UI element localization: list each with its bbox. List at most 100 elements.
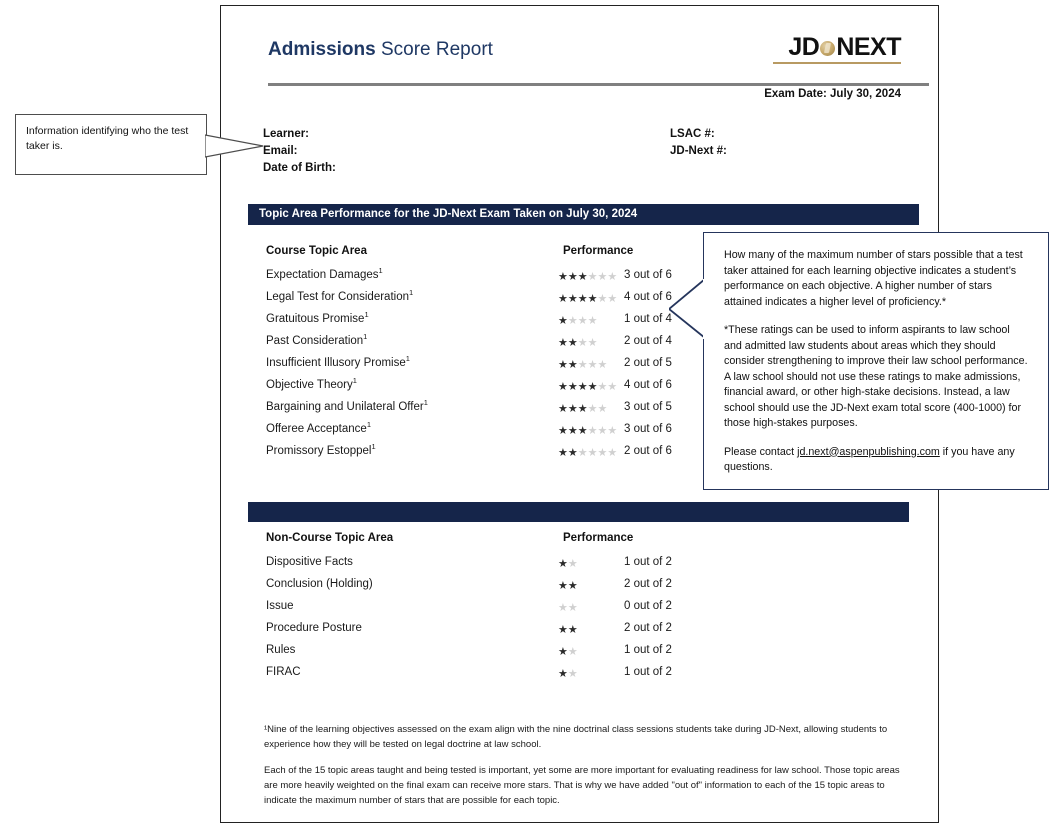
star-glyph: ★ xyxy=(567,580,578,592)
annotation-callout-right: How many of the maximum number of stars … xyxy=(703,232,1049,490)
col-header-performance: Performance xyxy=(563,532,634,544)
star-rating: ★★ xyxy=(558,645,578,659)
topic-name: Past Consideration1 xyxy=(266,332,368,347)
annotation-right-pointer-icon xyxy=(669,279,707,339)
star-glyph: ★ xyxy=(567,293,578,305)
star-glyph: ★ xyxy=(567,403,578,415)
exam-date: Exam Date: July 30, 2024 xyxy=(764,88,901,100)
star-rating: ★★ xyxy=(558,579,578,593)
score-out-of: 0 out of 2 xyxy=(624,600,672,612)
footnote-two: Each of the 15 topic areas taught and be… xyxy=(264,765,900,806)
annotation-left-text: Information identifying who the test tak… xyxy=(26,125,189,152)
star-glyph: ★ xyxy=(558,337,568,349)
score-out-of: 1 out of 2 xyxy=(624,556,672,568)
star-glyph: ★ xyxy=(558,359,568,371)
topic-name: Issue xyxy=(266,600,294,612)
footnote-marker: 1 xyxy=(423,398,428,408)
footnote-marker: 1 xyxy=(366,420,371,430)
contact-prefix: Please contact xyxy=(724,445,798,458)
star-glyph: ★ xyxy=(607,425,618,437)
star-glyph: ★ xyxy=(567,668,578,680)
annotation-left-pointer-icon xyxy=(205,134,264,158)
annotation-right-body: How many of the maximum number of stars … xyxy=(704,233,1048,476)
star-glyph: ★ xyxy=(558,315,568,327)
star-glyph: ★ xyxy=(558,447,568,459)
star-rating: ★★ xyxy=(558,667,578,681)
star-glyph: ★ xyxy=(597,271,608,283)
star-glyph: ★ xyxy=(558,646,568,658)
star-glyph: ★ xyxy=(558,425,568,437)
star-glyph: ★ xyxy=(567,602,578,614)
star-glyph: ★ xyxy=(597,359,608,371)
star-glyph: ★ xyxy=(607,271,618,283)
star-glyph: ★ xyxy=(607,293,618,305)
topic-name: Objective Theory1 xyxy=(266,376,357,391)
jdnext-number-label: JD-Next #: xyxy=(670,145,727,157)
score-out-of: 3 out of 6 xyxy=(624,269,672,281)
star-glyph: ★ xyxy=(577,315,588,327)
topic-name: Rules xyxy=(266,644,296,656)
topic-name: Expectation Damages1 xyxy=(266,266,383,281)
footnote-marker: 1 xyxy=(405,354,410,364)
star-glyph: ★ xyxy=(558,381,568,393)
score-out-of: 3 out of 6 xyxy=(624,423,672,435)
score-out-of: 2 out of 2 xyxy=(624,578,672,590)
star-glyph: ★ xyxy=(567,624,578,636)
star-glyph: ★ xyxy=(597,425,608,437)
star-glyph: ★ xyxy=(577,271,588,283)
star-glyph: ★ xyxy=(577,359,588,371)
topic-name: Gratuitous Promise1 xyxy=(266,310,369,325)
annotation-right-paragraph-1: How many of the maximum number of stars … xyxy=(724,249,1023,308)
jdnext-logo: JD NEXT xyxy=(773,35,901,64)
footnote-one: ¹Nine of the learning objectives assesse… xyxy=(264,724,888,750)
star-glyph: ★ xyxy=(558,293,568,305)
star-glyph: ★ xyxy=(597,381,608,393)
support-email-link[interactable]: jd.next@aspenpublishing.com xyxy=(797,445,940,458)
report-header: Admissions Score Report JD NEXT xyxy=(248,33,911,79)
acorn-seal-icon xyxy=(820,41,836,56)
star-glyph: ★ xyxy=(597,293,608,305)
topic-name: Procedure Posture xyxy=(266,622,362,634)
star-glyph: ★ xyxy=(577,425,588,437)
topic-name: Promissory Estoppel1 xyxy=(266,442,376,457)
star-glyph: ★ xyxy=(587,293,598,305)
star-glyph: ★ xyxy=(558,580,568,592)
topic-name: Dispositive Facts xyxy=(266,556,353,568)
star-glyph: ★ xyxy=(607,447,618,459)
star-glyph: ★ xyxy=(567,359,578,371)
logo-text-jd: JD xyxy=(788,33,820,61)
topic-name: FIRAC xyxy=(266,666,301,678)
score-out-of: 1 out of 2 xyxy=(624,644,672,656)
score-out-of: 4 out of 6 xyxy=(624,291,672,303)
score-out-of: 4 out of 6 xyxy=(624,379,672,391)
star-glyph: ★ xyxy=(607,381,618,393)
score-out-of: 1 out of 4 xyxy=(624,313,672,325)
star-glyph: ★ xyxy=(558,668,568,680)
topic-name: Offeree Acceptance1 xyxy=(266,420,371,435)
star-rating: ★★★★★★ xyxy=(558,446,617,460)
score-out-of: 2 out of 4 xyxy=(624,335,672,347)
star-glyph: ★ xyxy=(577,403,588,415)
star-glyph: ★ xyxy=(587,447,598,459)
star-glyph: ★ xyxy=(567,381,578,393)
star-glyph: ★ xyxy=(567,425,578,437)
score-out-of: 1 out of 2 xyxy=(624,666,672,678)
score-out-of: 2 out of 2 xyxy=(624,622,672,634)
star-glyph: ★ xyxy=(567,337,578,349)
contact-suffix: if you have any questions. xyxy=(724,445,1015,474)
star-rating: ★★ xyxy=(558,623,578,637)
col-header-performance: Performance xyxy=(563,245,634,257)
score-out-of: 2 out of 5 xyxy=(624,357,672,369)
logo-underline xyxy=(773,62,901,64)
star-glyph: ★ xyxy=(577,337,588,349)
col-header-topic: Non-Course Topic Area xyxy=(266,532,394,544)
learner-info-block: Learner: Email: Date of Birth: xyxy=(263,126,336,177)
star-rating: ★★★★★★ xyxy=(558,380,617,394)
star-glyph: ★ xyxy=(577,381,588,393)
ids-block: LSAC #: JD-Next #: xyxy=(670,126,727,160)
dob-label: Date of Birth: xyxy=(263,162,336,174)
non-course-section-bar xyxy=(248,502,909,522)
star-glyph: ★ xyxy=(558,271,568,283)
lsac-number-label: LSAC #: xyxy=(670,128,715,140)
